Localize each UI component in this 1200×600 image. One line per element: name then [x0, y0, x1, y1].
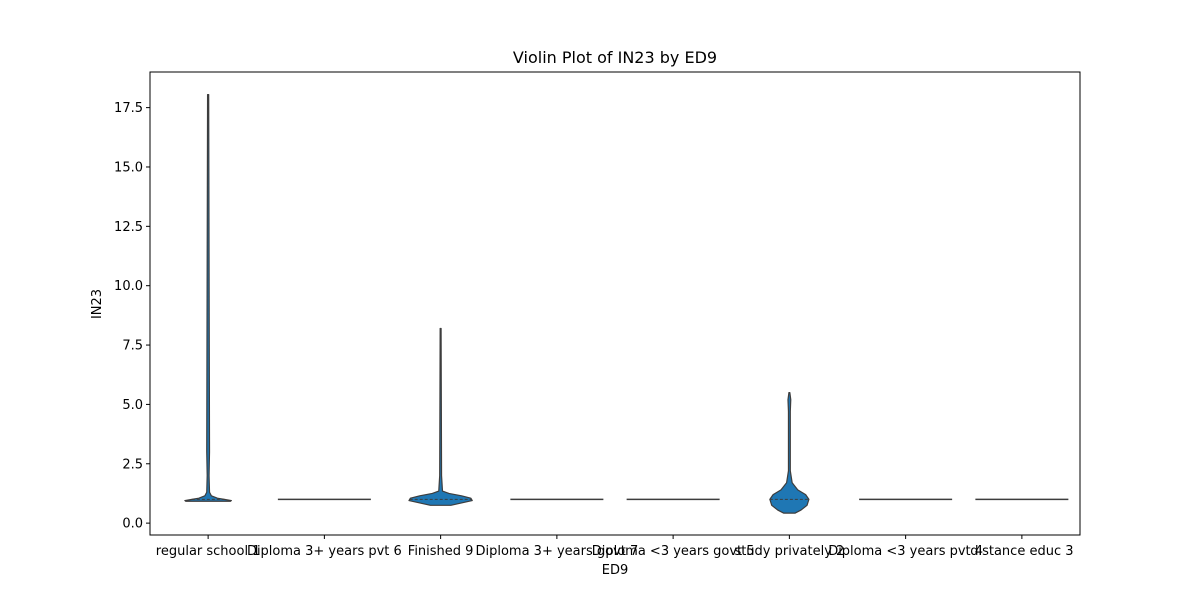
- x-tick-label: Finished 9: [408, 544, 474, 559]
- x-tick-label: Diploma 3+ years govt 7: [475, 544, 638, 559]
- violin-body: [184, 93, 232, 502]
- x-tick-label: Diploma <3 years pvt 4: [828, 544, 983, 559]
- violin-body: [769, 391, 810, 514]
- ticks-layer: 0.0 2.5 5.0 7.5 10.0 12.5 15.0 17.5 regular scho…: [114, 101, 1073, 559]
- x-tick-label: Diploma <3 years govt 5: [592, 544, 755, 559]
- x-tick-label: regular school 1: [156, 544, 261, 559]
- y-axis-label: IN23: [90, 289, 105, 319]
- y-tick-label: 15.0: [114, 160, 143, 175]
- x-tick-label: study privately 2: [734, 544, 844, 559]
- violin-body: [408, 327, 473, 506]
- y-tick-label: 7.5: [122, 339, 143, 354]
- x-axis-label: ED9: [602, 563, 629, 578]
- x-tick-label: Diploma 3+ years pvt 6: [247, 544, 402, 559]
- x-tick-label: distance educ 3: [970, 544, 1073, 559]
- y-tick-label: 17.5: [114, 101, 143, 116]
- y-tick-label: 2.5: [122, 457, 143, 472]
- y-tick-label: 5.0: [122, 398, 143, 413]
- y-tick-label: 0.0: [122, 517, 143, 532]
- y-tick-label: 10.0: [114, 279, 143, 294]
- plot-area-frame: [149, 71, 1081, 536]
- violins-layer: [184, 93, 1069, 514]
- y-tick-label: 12.5: [114, 220, 143, 235]
- chart-title: Violin Plot of IN23 by ED9: [513, 48, 717, 67]
